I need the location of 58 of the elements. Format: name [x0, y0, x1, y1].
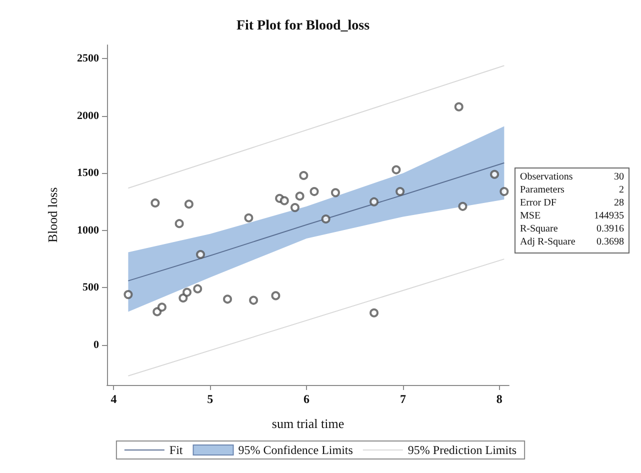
- x-tick-label: 6: [304, 392, 310, 406]
- line-series: [128, 162, 505, 282]
- point: [178, 294, 188, 302]
- point: [150, 198, 160, 208]
- point: [310, 187, 319, 196]
- point: [392, 165, 401, 174]
- text: 0.3698: [596, 236, 624, 248]
- point: [500, 187, 509, 196]
- point: [182, 288, 192, 297]
- point: [370, 308, 379, 318]
- point: [124, 290, 133, 300]
- text: 30: [614, 172, 624, 182]
- text: Observations: [520, 172, 573, 182]
- point: [271, 291, 280, 300]
- text: 144935: [594, 210, 624, 222]
- chart-title: Fit Plot for Blood_loss: [236, 18, 370, 34]
- x-tick-label: 7: [400, 392, 406, 406]
- text: MSE: [520, 210, 541, 222]
- point: [184, 200, 194, 209]
- legend-label: Fit: [169, 443, 184, 457]
- y-tick-label: 0: [94, 338, 100, 351]
- point: [330, 188, 340, 198]
- text: 28: [614, 198, 624, 208]
- y-tick-label: 1000: [77, 224, 100, 236]
- point: [321, 214, 330, 224]
- y-tick-label: 500: [82, 282, 100, 294]
- y-tick-label: 2000: [77, 110, 100, 122]
- point: [280, 196, 289, 206]
- point: [223, 294, 232, 304]
- x-tick-label: 8: [496, 392, 502, 406]
- text: Error DF: [520, 198, 557, 208]
- point: [295, 192, 304, 201]
- point: [396, 187, 405, 196]
- text: Adj R-Square: [520, 236, 576, 248]
- text: Parameters: [520, 184, 565, 196]
- point: [174, 219, 184, 228]
- x-tick-label: 4: [110, 392, 117, 406]
- point: [244, 213, 254, 222]
- legend-label: 95% Prediction Limits: [408, 443, 517, 457]
- point: [458, 202, 468, 211]
- point: [454, 102, 464, 112]
- point: [193, 284, 202, 294]
- point: [249, 296, 258, 305]
- y-tick-label: 1500: [77, 167, 100, 180]
- legend-label: 95% Confidence Limits: [238, 443, 354, 457]
- text: R-Square: [520, 224, 558, 234]
- text: 0.3916: [596, 224, 624, 234]
- y-tick-label: 2500: [77, 52, 100, 65]
- text: 2: [619, 184, 624, 196]
- x-tick-label: 5: [207, 392, 214, 406]
- point: [370, 197, 379, 206]
- x-axis-title: sum trial time: [272, 416, 344, 431]
- point: [196, 250, 206, 259]
- point: [299, 171, 308, 180]
- point: [490, 170, 500, 179]
- y-axis-title: Blood loss: [45, 187, 60, 243]
- point: [290, 203, 300, 212]
- point: [157, 302, 166, 312]
